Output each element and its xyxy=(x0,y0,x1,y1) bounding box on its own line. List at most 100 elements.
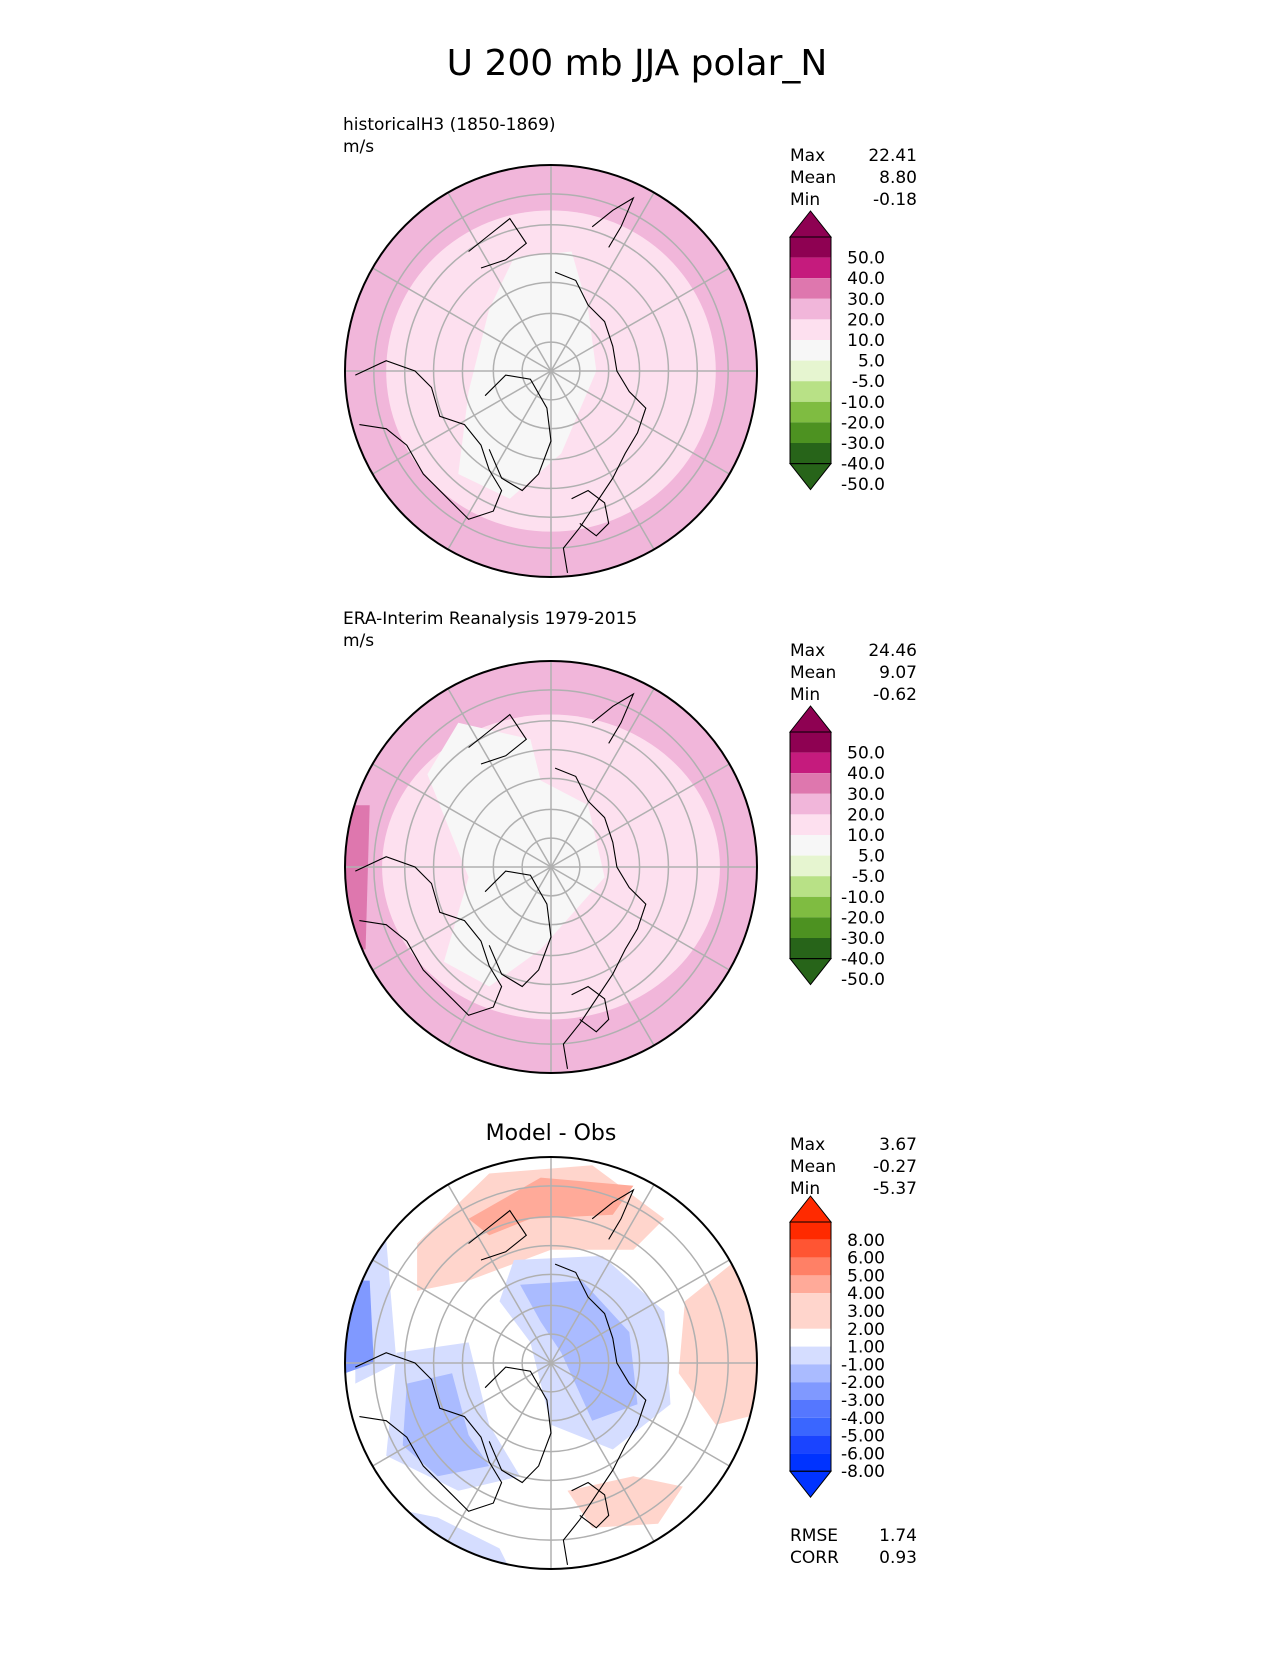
coastline xyxy=(554,1263,647,1565)
colorbar-swatch xyxy=(790,814,831,835)
panel-test: historicalH3 (1850-1869) m/s Max 22.41 M… xyxy=(343,115,917,578)
colorbar-tick-label: -5.0 xyxy=(852,867,885,887)
colorbar-tick-label: 30.0 xyxy=(847,290,885,310)
stat-value: -0.62 xyxy=(873,685,917,705)
colorbar-tick-label: 10.0 xyxy=(847,826,885,846)
colorbar-swatch xyxy=(790,1382,831,1400)
meridian-line xyxy=(550,1362,655,1542)
graticule xyxy=(345,661,757,1073)
stat-label: Mean xyxy=(790,1157,836,1177)
meridian-line xyxy=(447,1184,552,1364)
colorbar-tick-label: -40.0 xyxy=(841,455,885,475)
colorbar-swatch xyxy=(790,1435,831,1454)
colorbar-swatch xyxy=(790,896,831,918)
colorbar-tick-label: 5.0 xyxy=(858,847,885,867)
meridian-line xyxy=(447,688,552,868)
panel-ref-colorbar: 50.040.030.020.010.05.0-5.0-10.0-20.0-30… xyxy=(788,705,885,990)
colorbar-tick-label: 10.0 xyxy=(847,331,885,351)
meridian-line xyxy=(372,1362,552,1467)
colorbar-swatch xyxy=(790,752,831,774)
panel-test-map xyxy=(344,164,758,578)
colorbar-swatch xyxy=(790,1400,831,1418)
panel-test-title: historicalH3 (1850-1869) xyxy=(343,115,556,135)
stat-label: Min xyxy=(790,190,820,210)
colorbar-swatch xyxy=(790,1222,831,1240)
colorbar-swatch xyxy=(790,298,831,320)
colorbar-swatch xyxy=(790,1364,831,1383)
colorbar-tick-label: -40.0 xyxy=(841,950,885,970)
stat-label: Max xyxy=(790,641,825,661)
stat-value: 9.07 xyxy=(879,663,917,683)
colorbar-swatch xyxy=(790,793,831,815)
colorbar-tick-label: -10.0 xyxy=(841,888,885,908)
panel-diff-map xyxy=(344,1156,758,1570)
stat-label: Mean xyxy=(790,168,836,188)
meridian-line xyxy=(550,192,655,372)
figure-title: U 200 mb JJA polar_N xyxy=(447,43,828,84)
panel-ref-units: m/s xyxy=(343,631,374,651)
coastline xyxy=(484,870,552,988)
metric-value: 1.74 xyxy=(879,1526,917,1546)
meridian-line xyxy=(550,866,655,1046)
colorbar-swatch xyxy=(790,360,831,382)
colorbar-tick-label: 50.0 xyxy=(847,744,885,764)
colorbar-tick-label: -5.0 xyxy=(852,372,885,392)
colorbar-swatch xyxy=(790,1453,831,1472)
colorbar-tick-label: -20.0 xyxy=(841,908,885,928)
colorbar-tick-label: 40.0 xyxy=(847,269,885,289)
colorbar-tick-label: -4.00 xyxy=(841,1409,885,1429)
coastline xyxy=(468,217,528,269)
stat-label: Min xyxy=(790,1179,820,1199)
colorbar-tick-label: -3.00 xyxy=(841,1391,885,1411)
meridian-line xyxy=(372,866,552,971)
colorbar-tick-label: -20.0 xyxy=(841,413,885,433)
stat-value: 8.80 xyxy=(879,168,917,188)
colorbar-frame xyxy=(789,236,832,465)
colorbar-swatch xyxy=(790,319,831,340)
meridian-line xyxy=(550,1259,730,1364)
colorbar-swatch xyxy=(790,237,831,258)
panel-ref-title: ERA-Interim Reanalysis 1979-2015 xyxy=(343,609,637,629)
colorbar-swatch xyxy=(790,855,831,877)
colorbar-cap-top xyxy=(788,1195,833,1223)
stat-label: Min xyxy=(790,685,820,705)
coastline xyxy=(591,692,635,744)
stat-value: 3.67 xyxy=(879,1135,917,1155)
field-band-neg-2 xyxy=(520,1280,638,1421)
metric-label: RMSE xyxy=(790,1526,838,1546)
colorbar-swatch xyxy=(790,422,831,443)
panel-ref-map xyxy=(344,660,758,1074)
field-band-neg-3 xyxy=(345,1280,374,1374)
meridian-line xyxy=(447,1362,552,1542)
colorbar-tick-label: -5.00 xyxy=(841,1427,885,1447)
colorbar-tick-label: 3.00 xyxy=(847,1302,885,1322)
colorbar-swatch xyxy=(790,1275,831,1294)
coastline xyxy=(484,1366,552,1484)
colorbar-tick-label: 6.00 xyxy=(847,1249,885,1269)
colorbar-tick-label: 5.00 xyxy=(847,1266,885,1286)
graticule xyxy=(345,1157,757,1569)
colorbar-swatch xyxy=(790,876,831,897)
colorbar-swatch xyxy=(790,1239,831,1258)
colorbar-tick-label: 20.0 xyxy=(847,310,885,330)
colorbar-tick-label: -30.0 xyxy=(841,434,885,454)
meridian-line xyxy=(550,1184,655,1364)
stat-label: Max xyxy=(790,146,825,166)
colorbar-tick-label: 20.0 xyxy=(847,805,885,825)
colorbar-tick-label: -50.0 xyxy=(841,970,885,990)
stat-value: -5.37 xyxy=(873,1179,917,1199)
stat-label: Mean xyxy=(790,663,836,683)
colorbar-swatch xyxy=(790,1417,831,1436)
colorbar-frame xyxy=(789,731,832,960)
colorbar-swatch xyxy=(790,401,831,423)
coastlines xyxy=(355,692,647,1069)
colorbar-frame xyxy=(789,1221,832,1472)
meridian-line xyxy=(372,370,552,475)
coastline xyxy=(355,360,503,520)
stat-label: Max xyxy=(790,1135,825,1155)
colorbar-cap-bottom xyxy=(788,958,833,986)
meridian-line xyxy=(372,1259,552,1364)
coastline xyxy=(484,374,552,492)
colorbar-swatch xyxy=(790,381,831,402)
metric-value: 0.93 xyxy=(879,1548,917,1568)
